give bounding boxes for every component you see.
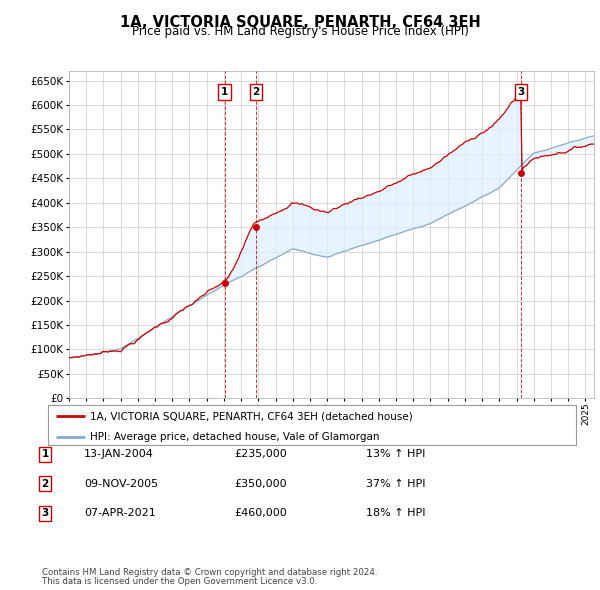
Text: £235,000: £235,000 (234, 450, 287, 459)
Text: 07-APR-2021: 07-APR-2021 (84, 509, 156, 518)
Text: This data is licensed under the Open Government Licence v3.0.: This data is licensed under the Open Gov… (42, 577, 317, 586)
Text: HPI: Average price, detached house, Vale of Glamorgan: HPI: Average price, detached house, Vale… (90, 432, 380, 442)
Text: 1: 1 (41, 450, 49, 459)
FancyBboxPatch shape (48, 405, 576, 445)
Text: £350,000: £350,000 (234, 479, 287, 489)
Text: 09-NOV-2005: 09-NOV-2005 (84, 479, 158, 489)
Text: £460,000: £460,000 (234, 509, 287, 518)
Text: 2: 2 (41, 479, 49, 489)
Text: 1A, VICTORIA SQUARE, PENARTH, CF64 3EH (detached house): 1A, VICTORIA SQUARE, PENARTH, CF64 3EH (… (90, 412, 413, 422)
Text: 1A, VICTORIA SQUARE, PENARTH, CF64 3EH: 1A, VICTORIA SQUARE, PENARTH, CF64 3EH (119, 15, 481, 30)
Text: 3: 3 (41, 509, 49, 518)
Text: 2: 2 (253, 87, 260, 97)
Text: Price paid vs. HM Land Registry's House Price Index (HPI): Price paid vs. HM Land Registry's House … (131, 25, 469, 38)
Text: 18% ↑ HPI: 18% ↑ HPI (366, 509, 425, 518)
Text: 3: 3 (518, 87, 525, 97)
Text: Contains HM Land Registry data © Crown copyright and database right 2024.: Contains HM Land Registry data © Crown c… (42, 568, 377, 577)
Text: 37% ↑ HPI: 37% ↑ HPI (366, 479, 425, 489)
Text: 13-JAN-2004: 13-JAN-2004 (84, 450, 154, 459)
Text: 1: 1 (221, 87, 228, 97)
Text: 13% ↑ HPI: 13% ↑ HPI (366, 450, 425, 459)
